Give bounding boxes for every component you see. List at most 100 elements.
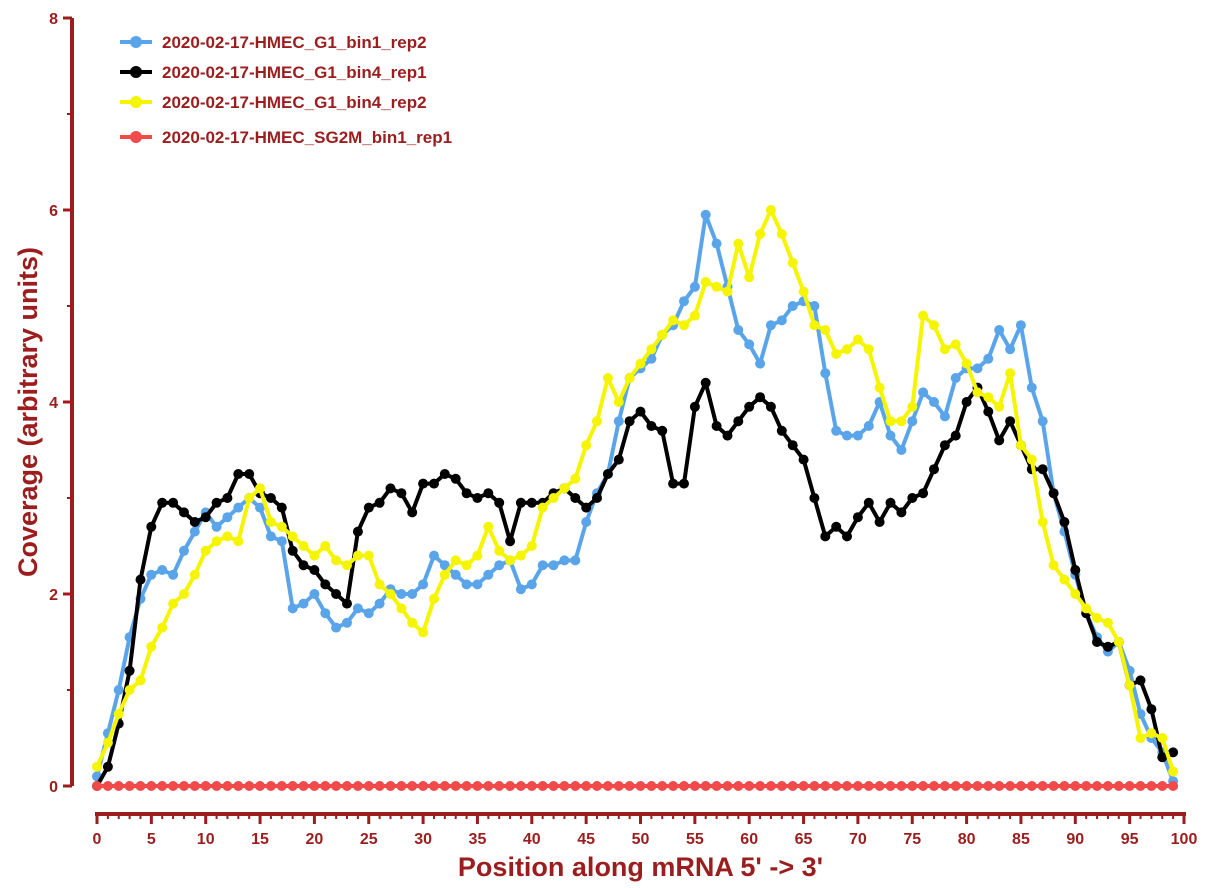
data-point bbox=[526, 541, 537, 551]
data-point bbox=[298, 598, 309, 609]
data-point bbox=[852, 512, 863, 523]
data-point bbox=[418, 579, 429, 590]
data-point bbox=[700, 377, 711, 388]
data-point bbox=[515, 497, 526, 508]
data-point bbox=[722, 781, 733, 791]
data-point bbox=[113, 685, 124, 695]
data-point bbox=[439, 781, 450, 791]
data-point bbox=[831, 781, 842, 791]
data-point bbox=[200, 545, 211, 556]
data-point bbox=[907, 401, 918, 412]
data-point bbox=[429, 550, 439, 561]
data-point bbox=[135, 781, 146, 791]
data-point bbox=[287, 603, 298, 614]
data-point bbox=[1168, 781, 1179, 791]
x-tick-label: 90 bbox=[1066, 831, 1084, 848]
data-point bbox=[755, 229, 766, 239]
x-tick-label: 85 bbox=[1012, 831, 1030, 848]
data-point bbox=[124, 665, 135, 676]
data-point bbox=[385, 483, 396, 494]
data-point bbox=[765, 205, 776, 215]
data-point bbox=[1135, 675, 1146, 686]
data-point bbox=[102, 761, 113, 772]
data-point bbox=[255, 483, 265, 494]
data-point bbox=[907, 416, 918, 427]
data-point bbox=[1037, 464, 1048, 475]
data-point bbox=[179, 545, 189, 556]
data-point bbox=[592, 493, 602, 503]
data-point bbox=[744, 401, 755, 412]
legend-swatch-marker bbox=[130, 96, 142, 108]
legend-label: 2020-02-17-HMEC_G1_bin1_rep2 bbox=[162, 33, 427, 52]
data-point bbox=[309, 781, 320, 791]
data-point bbox=[939, 344, 950, 355]
x-tick-label: 30 bbox=[414, 831, 432, 848]
x-tick-label: 20 bbox=[306, 831, 324, 848]
data-point bbox=[961, 358, 972, 369]
data-point bbox=[765, 781, 776, 791]
data-point bbox=[146, 569, 157, 580]
data-point bbox=[483, 521, 494, 532]
data-point bbox=[1168, 766, 1179, 777]
data-point bbox=[592, 416, 602, 427]
x-axis-title: Position along mRNA 5' -> 3' bbox=[458, 852, 823, 882]
data-point bbox=[526, 497, 537, 508]
data-point bbox=[537, 560, 548, 571]
data-point bbox=[483, 781, 494, 791]
x-tick-label: 95 bbox=[1121, 831, 1139, 848]
data-point bbox=[331, 589, 342, 599]
data-point bbox=[983, 781, 994, 791]
data-point bbox=[842, 344, 852, 355]
data-point bbox=[1146, 704, 1157, 715]
data-point bbox=[613, 781, 624, 791]
data-point bbox=[679, 296, 689, 307]
data-point bbox=[559, 555, 570, 566]
data-point bbox=[1070, 781, 1081, 791]
data-point bbox=[374, 781, 385, 791]
data-point bbox=[515, 781, 526, 791]
data-point bbox=[972, 781, 983, 791]
data-point bbox=[711, 421, 722, 431]
data-point bbox=[689, 401, 700, 412]
data-point bbox=[885, 497, 896, 508]
data-point bbox=[863, 421, 874, 431]
data-point bbox=[939, 440, 950, 451]
data-point bbox=[994, 401, 1005, 412]
data-point bbox=[179, 589, 189, 599]
x-tick-label: 35 bbox=[469, 831, 487, 848]
data-point bbox=[429, 478, 439, 489]
data-point bbox=[1124, 781, 1135, 791]
data-point bbox=[276, 781, 287, 791]
data-point bbox=[907, 493, 918, 503]
data-point bbox=[896, 445, 907, 455]
data-point bbox=[352, 603, 363, 614]
data-point bbox=[765, 401, 776, 412]
series-line bbox=[95, 212, 1175, 782]
data-point bbox=[1102, 781, 1113, 791]
data-point bbox=[526, 781, 537, 791]
x-tick-label: 60 bbox=[740, 831, 758, 848]
legend: 2020-02-17-HMEC_G1_bin1_rep2 2020-02-17-H… bbox=[120, 33, 452, 147]
data-point bbox=[831, 425, 842, 436]
data-point bbox=[418, 478, 429, 489]
data-point bbox=[450, 555, 461, 566]
data-point bbox=[1026, 454, 1037, 465]
data-point bbox=[418, 627, 429, 638]
data-point bbox=[1146, 728, 1157, 739]
data-point bbox=[211, 781, 222, 791]
data-point bbox=[689, 781, 700, 791]
data-point bbox=[896, 507, 907, 518]
series-line bbox=[95, 380, 1174, 787]
data-point bbox=[407, 589, 418, 599]
x-tick-label: 45 bbox=[577, 831, 595, 848]
data-point bbox=[342, 781, 352, 791]
data-point bbox=[700, 781, 711, 791]
data-point bbox=[885, 416, 896, 427]
data-point bbox=[863, 344, 874, 355]
data-point bbox=[972, 363, 983, 374]
data-point bbox=[1113, 781, 1124, 791]
data-point bbox=[113, 781, 124, 791]
data-point bbox=[472, 550, 483, 561]
data-point bbox=[1015, 440, 1026, 451]
legend-item-1: 2020-02-17-HMEC_G1_bin1_rep2 bbox=[120, 33, 427, 52]
